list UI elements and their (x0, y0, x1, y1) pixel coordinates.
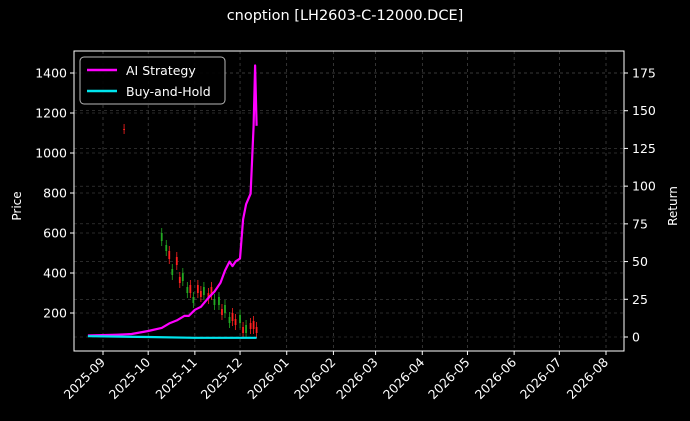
series-lines (87, 64, 258, 339)
left-axis-label: Price (10, 191, 24, 220)
right-y-axis: 0 25 50 75 100 125 150 175 (624, 66, 656, 345)
right-axis-label: Return (666, 186, 680, 226)
x-tick-label: 2025-11 (152, 355, 200, 403)
x-tick-label: 2025-12 (198, 355, 246, 403)
right-tick-label: 75 (632, 216, 648, 231)
right-tick-label: 175 (632, 66, 656, 81)
x-tick-label: 2026-08 (564, 354, 612, 402)
left-tick-label: 1400 (35, 66, 67, 81)
x-tick-label: 2026-07 (517, 355, 565, 403)
right-tick-label: 25 (632, 292, 648, 307)
legend-label-ai-strategy: AI Strategy (126, 63, 196, 78)
x-tick-label: 2025-10 (106, 354, 154, 402)
left-y-axis: 200 400 600 800 1000 1200 1400 (35, 66, 74, 321)
candlesticks (123, 124, 258, 338)
right-tick-label: 150 (632, 103, 656, 118)
right-tick-label: 125 (632, 141, 656, 156)
legend-label-buy-and-hold: Buy-and-Hold (126, 84, 211, 99)
x-tick-label: 2026-02 (291, 355, 339, 403)
x-tick-label: 2026-06 (472, 354, 520, 402)
right-tick-label: 100 (632, 179, 656, 194)
x-tick-label: 2025-09 (61, 354, 109, 402)
x-tick-label: 2026-03 (333, 355, 381, 403)
x-tick-label: 2026-01 (244, 355, 292, 403)
chart-title: cnoption [LH2603-C-12000.DCE] (226, 8, 464, 24)
left-tick-label: 400 (43, 266, 67, 281)
x-tick-label: 2026-04 (380, 354, 428, 402)
left-tick-label: 1200 (35, 106, 67, 121)
left-tick-label: 200 (43, 306, 67, 321)
line-buy-and-hold (87, 335, 257, 339)
line-ai-strategy (87, 64, 258, 337)
right-tick-label: 50 (632, 254, 648, 269)
axes-frame (73, 50, 625, 352)
legend: AI Strategy Buy-and-Hold (79, 56, 226, 105)
left-tick-label: 800 (43, 186, 67, 201)
left-tick-label: 600 (43, 226, 67, 241)
right-tick-label: 0 (632, 330, 640, 345)
x-tick-label: 2026-05 (425, 355, 473, 403)
left-tick-label: 1000 (35, 146, 67, 161)
